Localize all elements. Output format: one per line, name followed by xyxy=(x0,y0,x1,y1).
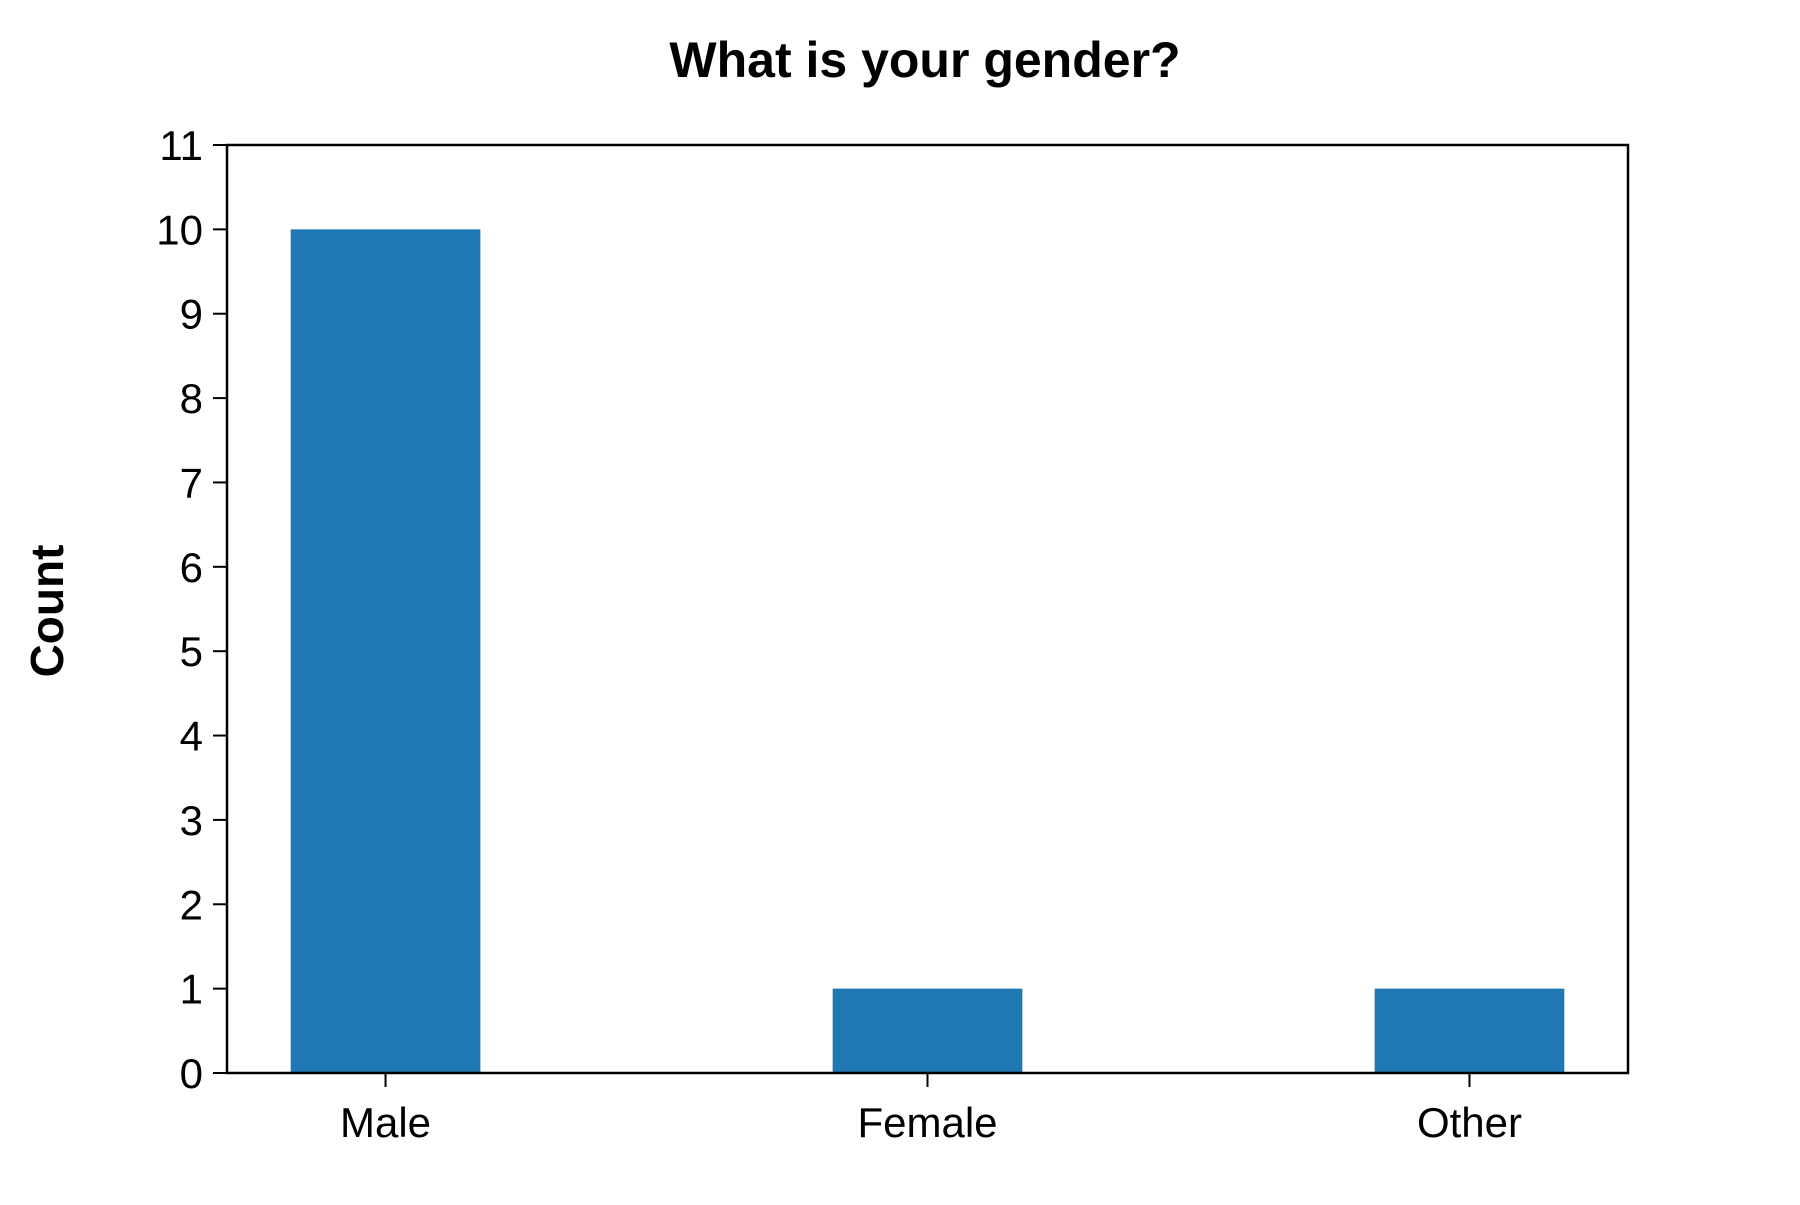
y-tick-label: 7 xyxy=(180,459,203,506)
x-tick-label-male: Male xyxy=(340,1099,431,1146)
bar-other xyxy=(1374,988,1565,1073)
y-axis-label: Count xyxy=(21,545,73,678)
y-tick-label: 8 xyxy=(180,375,203,422)
plot-frame xyxy=(225,143,1630,1075)
y-tick-label: 4 xyxy=(180,713,203,760)
y-tick-label: 3 xyxy=(180,797,203,844)
bar-female xyxy=(832,988,1023,1073)
y-tick-label: 11 xyxy=(159,122,203,169)
bars-group xyxy=(290,229,1565,1073)
x-axis: Male Female Other xyxy=(340,1073,1522,1146)
chart-title: What is your gender? xyxy=(669,32,1180,88)
x-tick-label-other: Other xyxy=(1417,1099,1522,1146)
y-tick-label: 9 xyxy=(180,291,203,338)
y-tick-label: 2 xyxy=(180,881,203,928)
y-tick-label: 6 xyxy=(180,544,203,591)
y-tick-label: 10 xyxy=(156,206,203,253)
x-tick-label-female: Female xyxy=(857,1099,997,1146)
y-tick-label: 1 xyxy=(180,966,203,1013)
y-tick-label: 0 xyxy=(180,1050,203,1097)
bar-male xyxy=(290,229,481,1073)
y-tick-label: 5 xyxy=(180,628,203,675)
y-axis: 0 1 2 3 4 5 6 7 8 9 10 11 xyxy=(156,122,227,1097)
